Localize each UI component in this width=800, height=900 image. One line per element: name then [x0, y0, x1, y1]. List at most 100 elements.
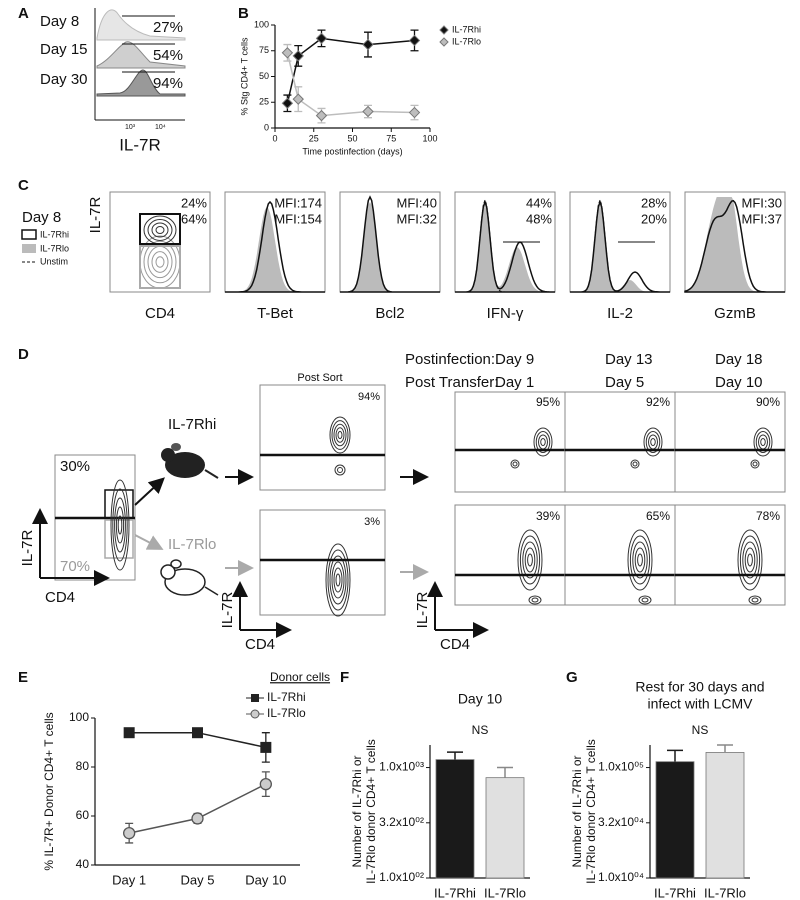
marker	[259, 778, 272, 791]
contour	[331, 561, 345, 599]
contour	[637, 553, 643, 567]
histogram-hi	[455, 199, 555, 293]
day-label: Day 10	[715, 374, 763, 391]
gate-percent: 3%	[364, 516, 380, 528]
contour	[143, 215, 177, 245]
flow-plot	[674, 504, 786, 606]
legend-label: IL-7Rhi	[267, 690, 306, 704]
stat-lo: 64%	[181, 211, 207, 226]
marker	[123, 727, 135, 739]
contour	[335, 573, 341, 587]
contour	[333, 423, 347, 447]
contour	[540, 438, 546, 446]
y-tick-label: 40	[76, 857, 90, 871]
flow-plot	[109, 191, 211, 293]
stat-lo: MFI:154	[274, 211, 322, 226]
tick-label: 10⁴	[155, 124, 166, 131]
stat-hi: 28%	[641, 195, 667, 210]
gate	[139, 245, 181, 289]
gate-percent: 78%	[756, 509, 780, 523]
x-tick-label: 0	[272, 133, 277, 143]
gate	[139, 213, 181, 245]
stat-hi: MFI:40	[397, 195, 437, 210]
contour	[334, 464, 346, 476]
contour	[648, 434, 658, 450]
row-label: Day 8	[40, 13, 79, 30]
contour	[538, 434, 548, 450]
stat-lo: MFI:32	[397, 211, 437, 226]
contour	[114, 497, 126, 553]
chart-title: Rest for 30 days and	[635, 679, 764, 695]
x-tick-label: 50	[347, 133, 357, 143]
panel-label: D	[18, 346, 29, 363]
contour	[750, 459, 760, 469]
gate-percent: 94%	[358, 391, 380, 403]
legend-swatch	[22, 244, 36, 253]
contour	[632, 461, 638, 467]
contour	[143, 240, 177, 284]
x-label: IFN-γ	[487, 305, 524, 322]
contour	[758, 434, 768, 450]
day-label: Day 18	[715, 351, 763, 368]
contour	[331, 420, 349, 450]
contour	[645, 431, 661, 453]
contour	[737, 529, 763, 591]
stat-hi: 24%	[181, 195, 207, 210]
y-tick-label: 1.0x10⁰⁴	[598, 870, 644, 884]
legend-label: IL-7Rlo	[40, 243, 69, 253]
gate-percent: 65%	[646, 509, 670, 523]
day-label: Day 9	[495, 351, 534, 368]
y-label: IL-7R	[219, 591, 236, 628]
marker	[362, 38, 374, 51]
bar	[485, 777, 525, 879]
percent: 94%	[153, 75, 183, 92]
histogram-hi	[340, 195, 440, 293]
error-bar	[497, 766, 513, 778]
stat-hi: MFI:30	[742, 195, 782, 210]
x-label: Bcl2	[375, 305, 404, 322]
x-tick-label: 75	[386, 133, 396, 143]
marker	[408, 106, 421, 119]
chart-title: infect with LCMV	[647, 696, 753, 712]
contour	[748, 595, 762, 605]
contour	[753, 427, 773, 457]
gate-percent: 90%	[756, 395, 780, 409]
gate-percent: 95%	[536, 395, 560, 409]
marker	[362, 105, 374, 118]
flow-plot	[674, 391, 786, 493]
contour	[329, 555, 347, 605]
contour	[327, 549, 349, 611]
x-tick-label: IL-7Rlo	[484, 885, 526, 900]
bar	[705, 752, 745, 879]
x-tick-label: 100	[422, 133, 437, 143]
contour	[755, 431, 771, 453]
day-label: Day 13	[605, 351, 653, 368]
y-label: IL-7R	[87, 196, 104, 233]
plot-title: Post Sort	[297, 372, 342, 384]
contour	[335, 427, 345, 443]
contour	[510, 459, 520, 469]
contour	[522, 541, 538, 579]
contour	[329, 416, 351, 454]
panel-label: G	[566, 669, 578, 686]
contour	[744, 547, 756, 573]
contour	[151, 222, 169, 238]
legend-label: IL-7Rhi	[452, 24, 481, 34]
stat-hi: 44%	[526, 195, 552, 210]
x-label: CD4	[45, 589, 75, 606]
contour	[627, 529, 653, 591]
legend-label: IL-7Rhi	[40, 229, 69, 239]
marker	[408, 34, 421, 47]
x-tick-label: IL-7Rlo	[704, 885, 746, 900]
contour	[524, 547, 536, 573]
y-label: % IL-7R+ Donor CD4+ T cells	[42, 712, 56, 870]
contour	[752, 461, 758, 467]
contour	[115, 506, 125, 544]
contour	[155, 226, 165, 234]
contour	[643, 427, 663, 457]
histogram-unstim	[455, 198, 555, 293]
x-tick-label: IL-7Rhi	[434, 885, 476, 900]
y-label: IL-7R	[19, 529, 36, 566]
y-tick-label: 3.2x10⁰²	[379, 815, 424, 829]
